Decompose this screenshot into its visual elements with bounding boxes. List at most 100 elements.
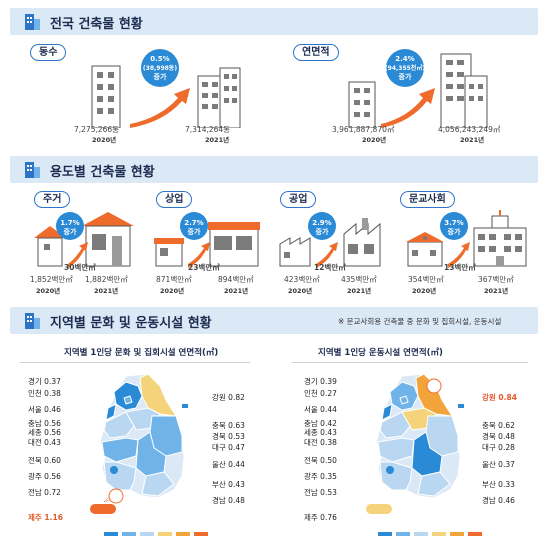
map2-divider [292, 362, 528, 363]
map2-label-gwangju: 광주 0.35 [304, 472, 337, 481]
map2-label-gyeonggi: 경기 0.39 [304, 377, 337, 386]
map1-legend [104, 532, 208, 536]
legend-swatch [396, 532, 410, 536]
education-2020-value: 354백만㎡ [408, 275, 444, 284]
count-badge-label: 증가 [153, 73, 167, 81]
map2-label-sejong: 세종 0.43 [304, 428, 337, 437]
residential-2020-year: 2020년 [36, 287, 61, 295]
industrial-illustration [279, 212, 381, 268]
residential-delta: 30백만㎡ [64, 263, 96, 272]
usage-education-pill: 문교사회 [400, 191, 455, 208]
section-national-header: 전국 건축물 현황 [10, 8, 538, 35]
commercial-badge-label: 증가 [187, 228, 201, 236]
legend-swatch [414, 532, 428, 536]
map2-label-ulsan: 울산 0.37 [482, 460, 515, 469]
map2-label-seoul: 서울 0.44 [304, 405, 337, 414]
industrial-2021-value: 435백만㎡ [341, 275, 377, 284]
map1-korea-map [90, 373, 188, 514]
legend-swatch [140, 532, 154, 536]
map2-label-busan: 부산 0.33 [482, 480, 515, 489]
area-2021-year: 2021년 [460, 136, 485, 144]
section-usage-title: 용도별 건축물 현황 [50, 165, 155, 180]
map1-label-seoul: 서울 0.46 [28, 405, 61, 414]
usage-industrial-pill: 공업 [280, 191, 317, 208]
education-illustration [406, 210, 527, 268]
education-delta: 13백만㎡ [444, 263, 476, 272]
count-2020-year: 2020년 [92, 136, 117, 144]
map2-label-chungbuk: 충북 0.62 [482, 421, 515, 430]
education-2021-year: 2021년 [484, 287, 509, 295]
commercial-2021-value: 894백만㎡ [218, 275, 254, 284]
map1-label-chungbuk: 충북 0.63 [212, 421, 245, 430]
map1-label-gyeonggi: 경기 0.37 [28, 377, 61, 386]
commercial-delta: 23백만㎡ [188, 263, 220, 272]
map1-label-ulsan: 울산 0.44 [212, 460, 245, 469]
industrial-2021-year: 2021년 [347, 287, 372, 295]
legend-swatch [450, 532, 464, 536]
residential-2020-value: 1,852백만㎡ [30, 275, 73, 284]
map2-label-jeonnam: 전남 0.53 [304, 488, 337, 497]
count-badge-rate: 0.5% [150, 55, 170, 63]
residential-badge-rate: 1.7% [60, 219, 80, 227]
commercial-2020-value: 871백만㎡ [156, 275, 192, 284]
region-footnote: ※ 문교사회용 건축물 중 문화 및 집회시설, 운동시설 [338, 317, 502, 326]
legend-swatch [194, 532, 208, 536]
map1-label-gyeongnam: 경남 0.48 [212, 496, 245, 505]
industrial-badge-label: 증가 [315, 228, 329, 236]
industrial-badge-rate: 2.9% [312, 219, 332, 227]
residential-2021-year: 2021년 [94, 287, 119, 295]
count-badge-amount: (38,998동) [142, 65, 178, 72]
legend-swatch [158, 532, 172, 536]
map1-divider [20, 362, 250, 363]
map2-label-daejeon: 대전 0.38 [304, 438, 337, 447]
legend-swatch [104, 532, 118, 536]
map2-legend [378, 532, 482, 536]
area-pill: 연면적 [293, 44, 339, 61]
map1-label-jeju: 제주 1.16 [28, 513, 63, 522]
commercial-badge-text: 2.7% 증가 [180, 219, 208, 237]
commercial-illustration [154, 212, 260, 268]
commercial-badge-rate: 2.7% [184, 219, 204, 227]
education-badge-text: 3.7% 증가 [440, 219, 468, 237]
map1-label-daejeon: 대전 0.43 [28, 438, 61, 447]
map1-label-gangwon: 강원 0.82 [212, 393, 245, 402]
education-badge-rate: 3.7% [444, 219, 464, 227]
residential-badge-label: 증가 [63, 228, 77, 236]
map2-label-gyeongnam: 경남 0.46 [482, 496, 515, 505]
commercial-2020-year: 2020년 [160, 287, 185, 295]
area-badge-label: 증가 [398, 73, 412, 81]
section-region-header: 지역별 문화 및 운동시설 현황 [10, 307, 538, 334]
section-usage-header: 용도별 건축물 현황 [10, 156, 538, 183]
map2-label-incheon: 인천 0.27 [304, 389, 337, 398]
map2-title: 지역별 1인당 운동시설 연면적(㎡) [318, 348, 443, 358]
area-2020-value: 3,961,887,870㎡ [332, 125, 395, 134]
map1-label-jeonbuk: 전북 0.60 [28, 456, 61, 465]
legend-swatch [176, 532, 190, 536]
education-2021-value: 367백만㎡ [478, 275, 514, 284]
map1-label-daegu: 대구 0.47 [212, 443, 245, 452]
area-badge-rate: 2.4% [395, 55, 415, 63]
legend-swatch [432, 532, 446, 536]
map2-label-gyeongbuk: 경북 0.48 [482, 432, 515, 441]
area-buildings-illustration [348, 49, 488, 128]
residential-illustration [34, 212, 134, 268]
map2-label-jeju: 제주 0.76 [304, 513, 337, 522]
count-2021-year: 2021년 [205, 136, 230, 144]
map2-label-jeonbuk: 전북 0.50 [304, 456, 337, 465]
area-badge-amount: (94,355천㎡) [384, 65, 426, 72]
industrial-2020-year: 2020년 [288, 287, 313, 295]
education-badge-label: 증가 [447, 228, 461, 236]
industrial-delta: 12백만㎡ [314, 263, 346, 272]
map1-label-chungnam: 충남 0.56 [28, 419, 61, 428]
count-badge-text: 0.5% (38,998동) 증가 [141, 55, 179, 82]
legend-swatch [122, 532, 136, 536]
count-pill: 동수 [30, 44, 67, 61]
map1-label-jeonnam: 전남 0.72 [28, 488, 61, 497]
legend-swatch [378, 532, 392, 536]
map2-korea-map [366, 373, 464, 514]
industrial-badge-text: 2.9% 증가 [308, 219, 336, 237]
map1-label-gwangju: 광주 0.56 [28, 472, 61, 481]
count-2020-value: 7,275,266동 [74, 125, 120, 134]
map2-label-daegu: 대구 0.28 [482, 443, 515, 452]
usage-residential-pill: 주거 [34, 191, 71, 208]
